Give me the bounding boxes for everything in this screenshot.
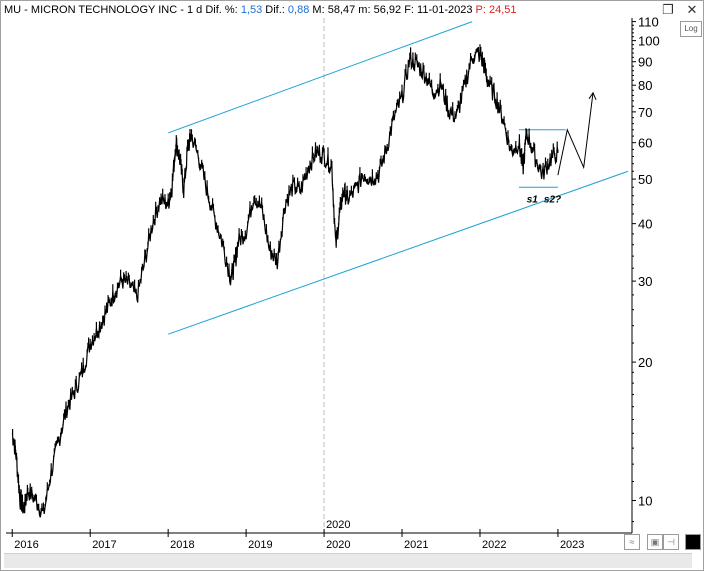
x-tick-label: 2018 <box>170 539 194 551</box>
x-tick-label: 2016 <box>14 539 38 551</box>
x-tick-label: 2023 <box>560 539 584 551</box>
y-tick-label: 60 <box>638 136 652 151</box>
cursor-year-label: 2020 <box>326 519 350 531</box>
min-label: m: <box>358 4 371 16</box>
price-label: P: <box>475 4 486 16</box>
pin-icon[interactable]: ⊣ <box>663 534 679 550</box>
log-scale-toggle-button[interactable]: Log <box>680 21 702 37</box>
x-tick-label: 2017 <box>92 539 116 551</box>
save-icon[interactable]: ▣ <box>647 534 663 550</box>
projection-path <box>557 92 594 176</box>
dif-pct-label: Dif. %: <box>205 4 238 16</box>
y-tick-label: 70 <box>638 105 652 120</box>
y-tick-label: 30 <box>638 274 652 289</box>
support-label-s2: s2? <box>544 194 561 205</box>
separator: - <box>24 4 28 16</box>
price-series-line <box>11 44 559 518</box>
color-box-icon[interactable] <box>685 534 701 550</box>
y-tick-label: 90 <box>638 55 652 70</box>
y-tick-label: 80 <box>638 78 652 93</box>
max-label: M: <box>312 4 325 16</box>
separator: - <box>180 4 184 16</box>
y-tick-label: 100 <box>638 34 660 49</box>
y-tick-label: 110 <box>638 15 659 30</box>
y-tick-label: 40 <box>638 217 652 232</box>
y-tick-label: 50 <box>638 172 652 187</box>
date-label: F: <box>404 4 414 16</box>
horizontal-scrollbar[interactable] <box>4 553 692 568</box>
restore-window-button[interactable]: ❐ <box>662 2 674 17</box>
x-tick-label: 2021 <box>404 539 428 551</box>
date-value: 11-01-2023 <box>417 4 473 16</box>
x-tick-label: 2019 <box>248 539 272 551</box>
dif-value: 0,88 <box>287 4 310 16</box>
support-label-s1: s1 <box>527 194 539 205</box>
min-value: 56,92 <box>373 4 402 16</box>
chart-header: MU - MICRON TECHNOLOGY INC - 1 d Dif. %:… <box>4 3 517 17</box>
lower-channel-line <box>167 170 629 335</box>
price-value: 24,51 <box>489 4 517 16</box>
y-tick-label: 20 <box>638 355 652 370</box>
dif-label: Dif.: <box>265 4 285 16</box>
y-tick-label: 10 <box>638 494 652 509</box>
arrow-head-icon <box>588 91 597 101</box>
symbol: MU <box>4 4 22 16</box>
max-value: 58,47 <box>327 4 356 16</box>
x-tick-label: 2020 <box>326 539 350 551</box>
interval: 1 d <box>186 4 203 16</box>
dif-pct-value: 1,53 <box>240 4 263 16</box>
chart-style-icon[interactable]: ≈ <box>624 534 640 550</box>
x-tick-label: 2022 <box>482 539 506 551</box>
upper-channel-line <box>167 21 473 134</box>
close-window-button[interactable]: ✕ <box>686 2 698 17</box>
company-name: MICRON TECHNOLOGY INC <box>30 4 178 16</box>
